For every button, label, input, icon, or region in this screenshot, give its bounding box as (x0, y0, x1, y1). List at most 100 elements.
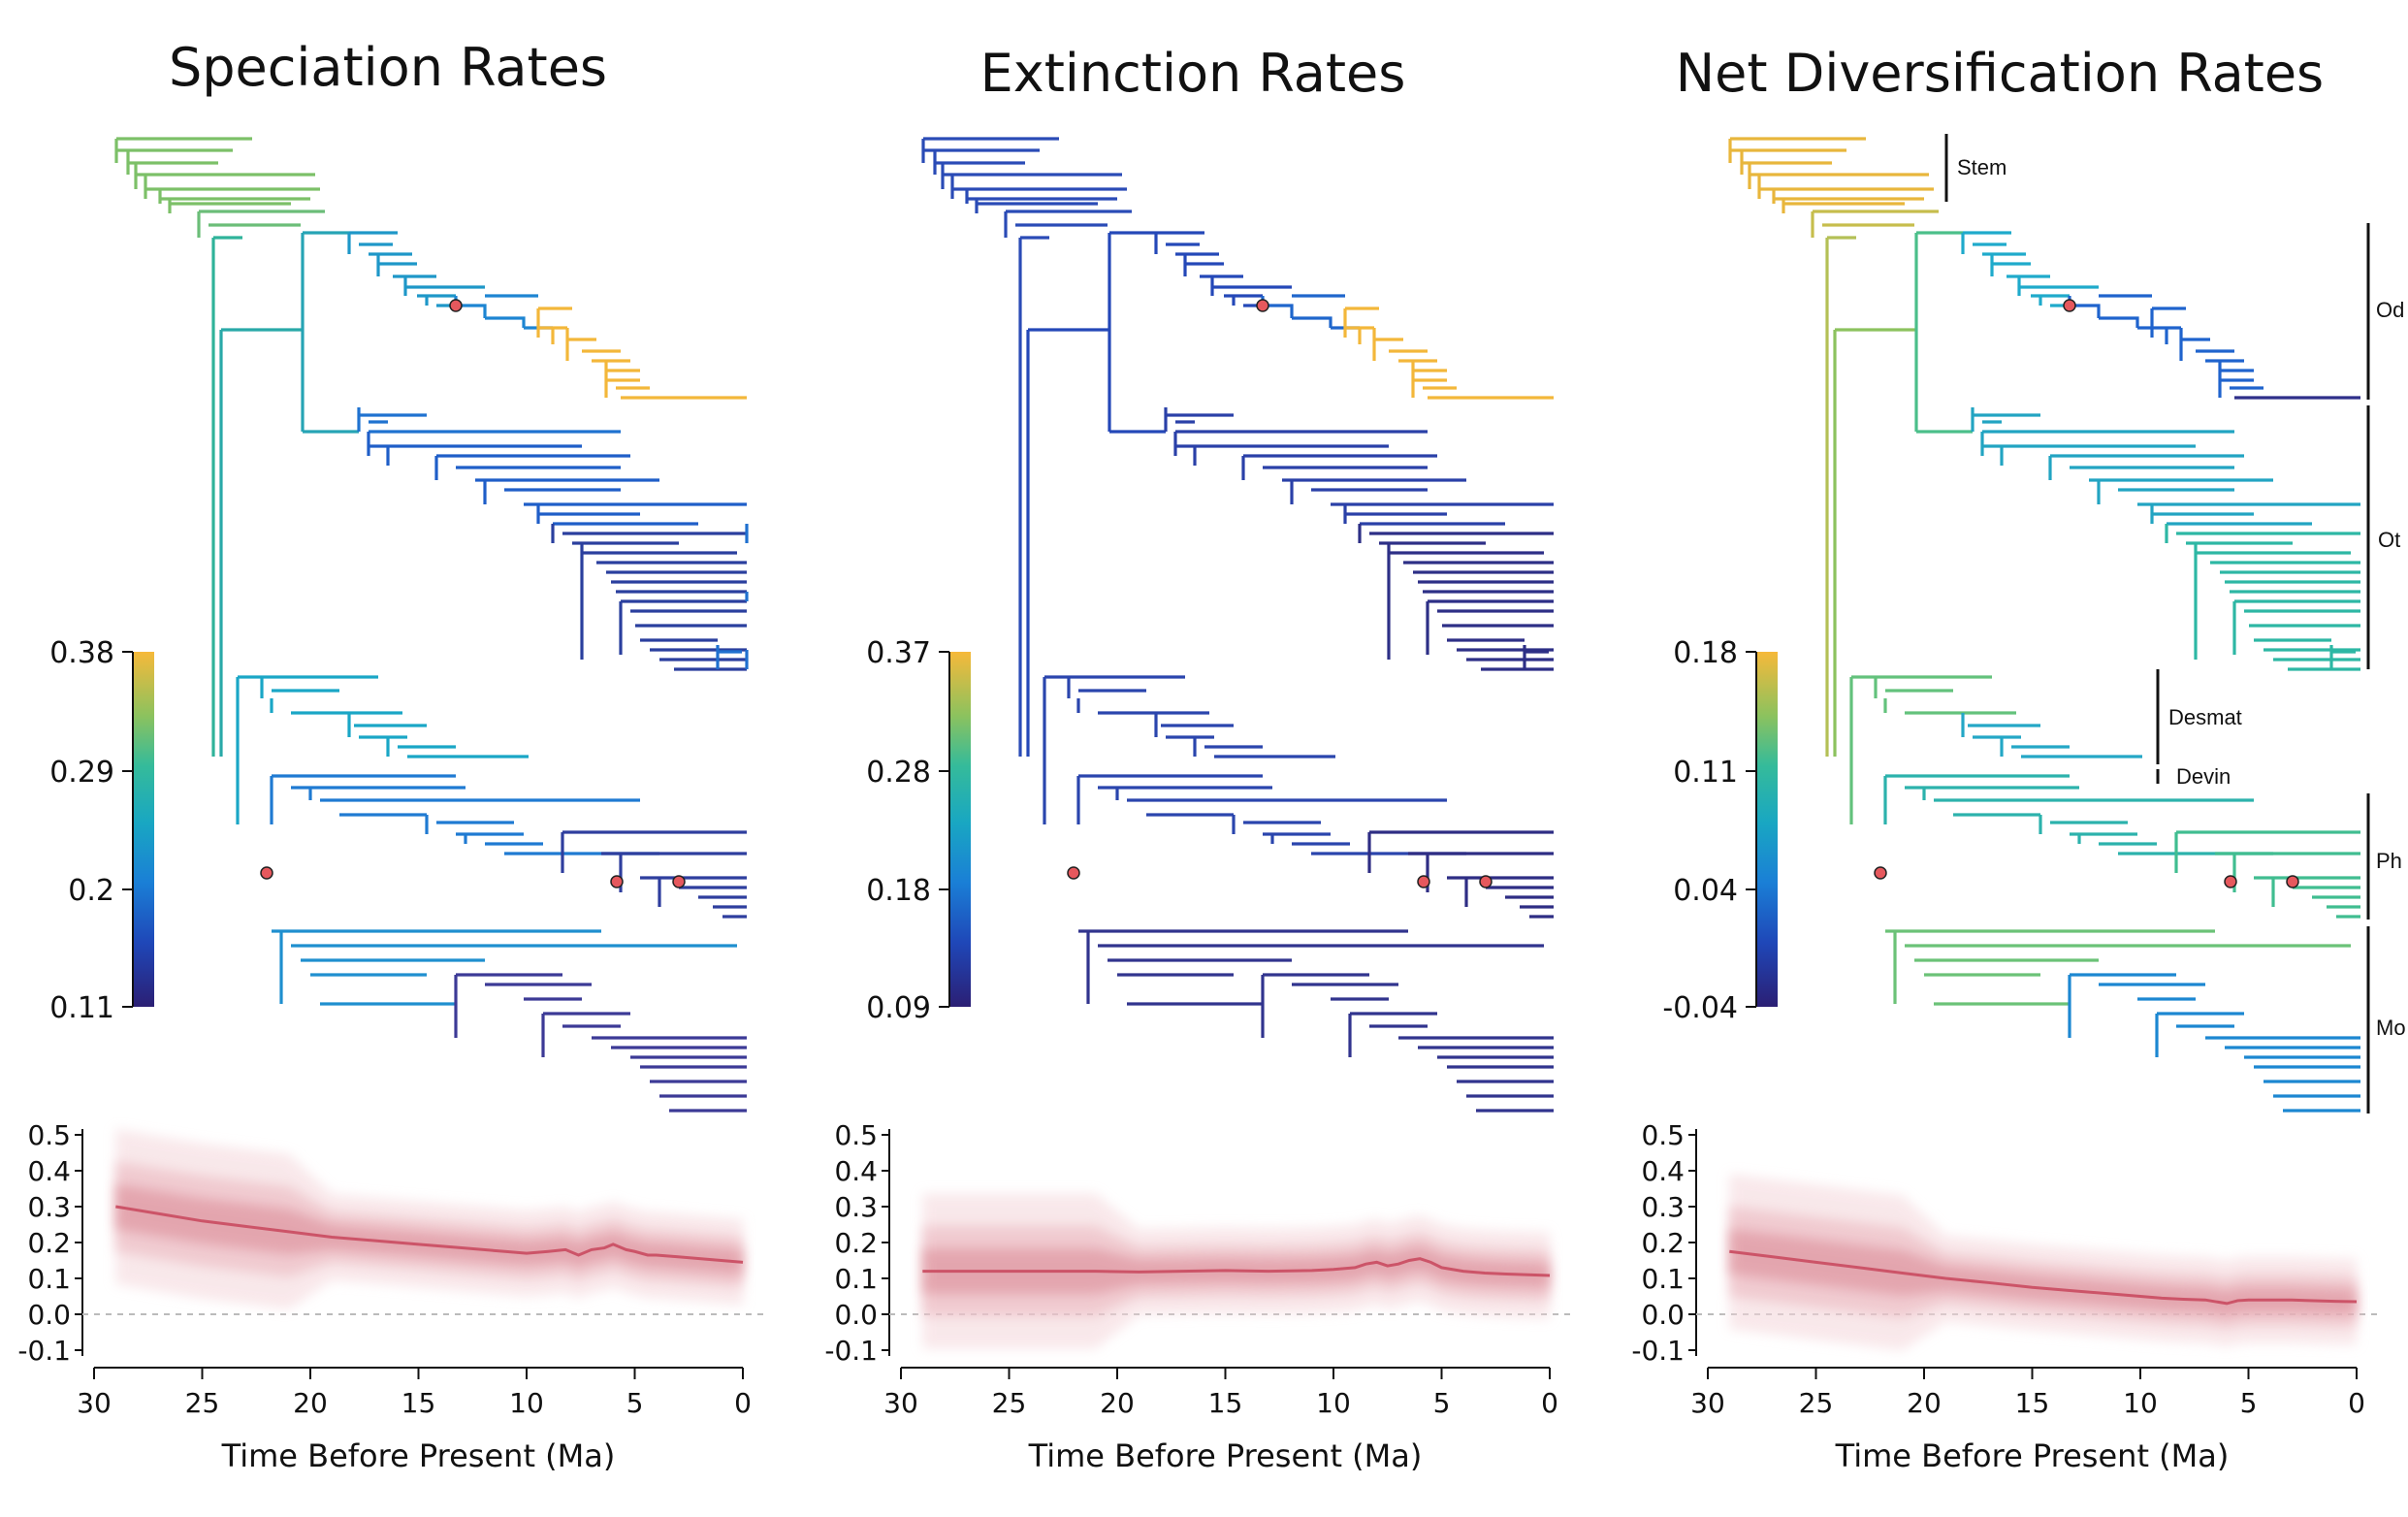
colorbar (133, 652, 154, 1007)
clade-label: Desmat (2168, 705, 2242, 729)
y-tick-label: 0.5 (1641, 1119, 1685, 1151)
colorbar-label: 0.18 (1673, 636, 1738, 670)
clade-label: Mo (2376, 1016, 2406, 1040)
x-tick-label: 25 (185, 1387, 220, 1419)
colorbar (949, 652, 971, 1007)
x-axis-label: Time Before Present (Ma) (1028, 1437, 1423, 1474)
colorbar-label: 0.38 (49, 636, 114, 670)
x-tick-label: 25 (1799, 1387, 1834, 1419)
x-tick-label: 15 (1208, 1387, 1243, 1419)
y-tick-label: 0.1 (27, 1263, 71, 1295)
colorbar-ticks (939, 651, 949, 1008)
colorbar-label: 0.09 (866, 991, 931, 1025)
y-tick-label: 0.5 (27, 1119, 71, 1151)
y-tick-label: 0.3 (1641, 1191, 1685, 1223)
colorbar-label: 0.04 (1673, 874, 1738, 908)
x-tick-label: 10 (509, 1387, 544, 1419)
x-tick-label: 0 (1541, 1387, 1558, 1419)
mean-rate-line (115, 1205, 744, 1264)
x-tick-label: 30 (77, 1387, 112, 1419)
x-tick-label: 10 (1316, 1387, 1351, 1419)
y-tick-label: 0.2 (834, 1227, 878, 1259)
rate-shift-marker (2286, 875, 2299, 888)
y-tick-label: 0.1 (1641, 1263, 1685, 1295)
panel-net-diversification: Net Diversification Rates (1631, 43, 2405, 1474)
y-tick-label: 0.1 (834, 1263, 878, 1295)
x-tick-label: 5 (1433, 1387, 1451, 1419)
x-tick-label: 15 (401, 1387, 436, 1419)
y-tick-label: 0.3 (27, 1191, 71, 1223)
x-tick-label: 20 (1907, 1387, 1942, 1419)
colorbar-label: 0.37 (866, 636, 931, 670)
y-tick-label: 0.2 (1641, 1227, 1685, 1259)
colorbar-label: -0.04 (1662, 991, 1738, 1025)
y-tick-label: 0.5 (834, 1119, 878, 1151)
colorbar-ticks (122, 651, 133, 1008)
clade-label: Ph (2376, 849, 2402, 873)
mean-rate-line (1729, 1249, 2358, 1306)
panel-speciation: Speciation Rates (17, 37, 764, 1474)
clade-label: Devin (2176, 764, 2231, 789)
rate-shift-markers (1874, 299, 2299, 888)
y-tick-label: -0.1 (17, 1335, 71, 1367)
rate-shift-marker (1874, 866, 1887, 880)
chart-title: Net Diversification Rates (1676, 43, 2324, 104)
rate-shift-marker (2224, 875, 2237, 888)
rate-shift-marker (610, 875, 624, 888)
rate-through-time-plot: 0.5 0.4 0.3 0.2 0.1 0.0 -0.130 25 20 15 10 5 0 Time B… (824, 1119, 1571, 1474)
rate-shift-marker (1479, 875, 1493, 888)
colorbar-label: 0.29 (49, 756, 114, 790)
x-axis-label: Time Before Present (Ma) (1835, 1437, 2230, 1474)
rate-shift-marker (449, 299, 463, 312)
y-tick-label: 0.0 (834, 1299, 878, 1331)
clade-label: Stem (1957, 155, 2007, 179)
credible-interval-band (1729, 1228, 2357, 1316)
y-tick-label: 0.0 (1641, 1299, 1685, 1331)
x-tick-label: 20 (1100, 1387, 1135, 1419)
x-tick-label: 15 (2015, 1387, 2050, 1419)
y-tick-label: 0.4 (834, 1155, 878, 1187)
rate-shift-markers (260, 299, 686, 888)
rate-through-time-plot: 0.5 0.4 0.3 0.2 0.1 0.0 -0.130 25 20 15 10 5 0 Time B… (1631, 1119, 2378, 1474)
phylogenetic-tree (1728, 137, 2360, 1113)
clade-brackets (1944, 134, 2370, 1114)
colorbar-label: 0.2 (68, 874, 114, 908)
colorbar-label: 0.11 (49, 991, 114, 1025)
x-tick-label: 5 (2240, 1387, 2258, 1419)
x-tick-label: 0 (2348, 1387, 2365, 1419)
x-tick-label: 5 (626, 1387, 644, 1419)
x-tick-label: 0 (734, 1387, 752, 1419)
x-tick-label: 30 (1690, 1387, 1725, 1419)
y-tick-label: -0.1 (1631, 1335, 1685, 1367)
colorbar (1756, 652, 1778, 1007)
y-tick-label: 0.2 (27, 1227, 71, 1259)
y-tick-label: 0.4 (27, 1155, 71, 1187)
y-tick-label: 0.3 (834, 1191, 878, 1223)
phylogenetic-tree (921, 137, 1554, 1113)
x-tick-label: 10 (2123, 1387, 2158, 1419)
panel-extinction: Extinction Rates 0.37 0.28 0.18 0.09 (824, 43, 1571, 1474)
x-tick-label: 25 (992, 1387, 1027, 1419)
colorbar-label: 0.18 (866, 874, 931, 908)
x-tick-label: 30 (883, 1387, 918, 1419)
mean-rate-line (922, 1257, 1551, 1277)
y-tick-label: 0.0 (27, 1299, 71, 1331)
phylogenetic-tree (114, 137, 749, 1113)
rate-shift-marker (1417, 875, 1430, 888)
y-tick-label: 0.4 (1641, 1155, 1685, 1187)
rate-shift-marker (260, 866, 273, 880)
x-axis-label: Time Before Present (Ma) (221, 1437, 616, 1474)
rate-shift-marker (1067, 866, 1080, 880)
colorbar-ticks (1746, 651, 1756, 1008)
y-tick-label: -0.1 (824, 1335, 878, 1367)
x-tick-label: 20 (293, 1387, 328, 1419)
clade-label: Od (2376, 298, 2404, 322)
rate-shift-markers (1067, 299, 1493, 888)
rate-shift-marker (1256, 299, 1269, 312)
colorbar-label: 0.11 (1673, 756, 1738, 790)
clade-label: Ot (2378, 528, 2400, 552)
rate-shift-marker (2063, 299, 2076, 312)
colorbar-label: 0.28 (866, 756, 931, 790)
rate-shift-marker (672, 875, 686, 888)
